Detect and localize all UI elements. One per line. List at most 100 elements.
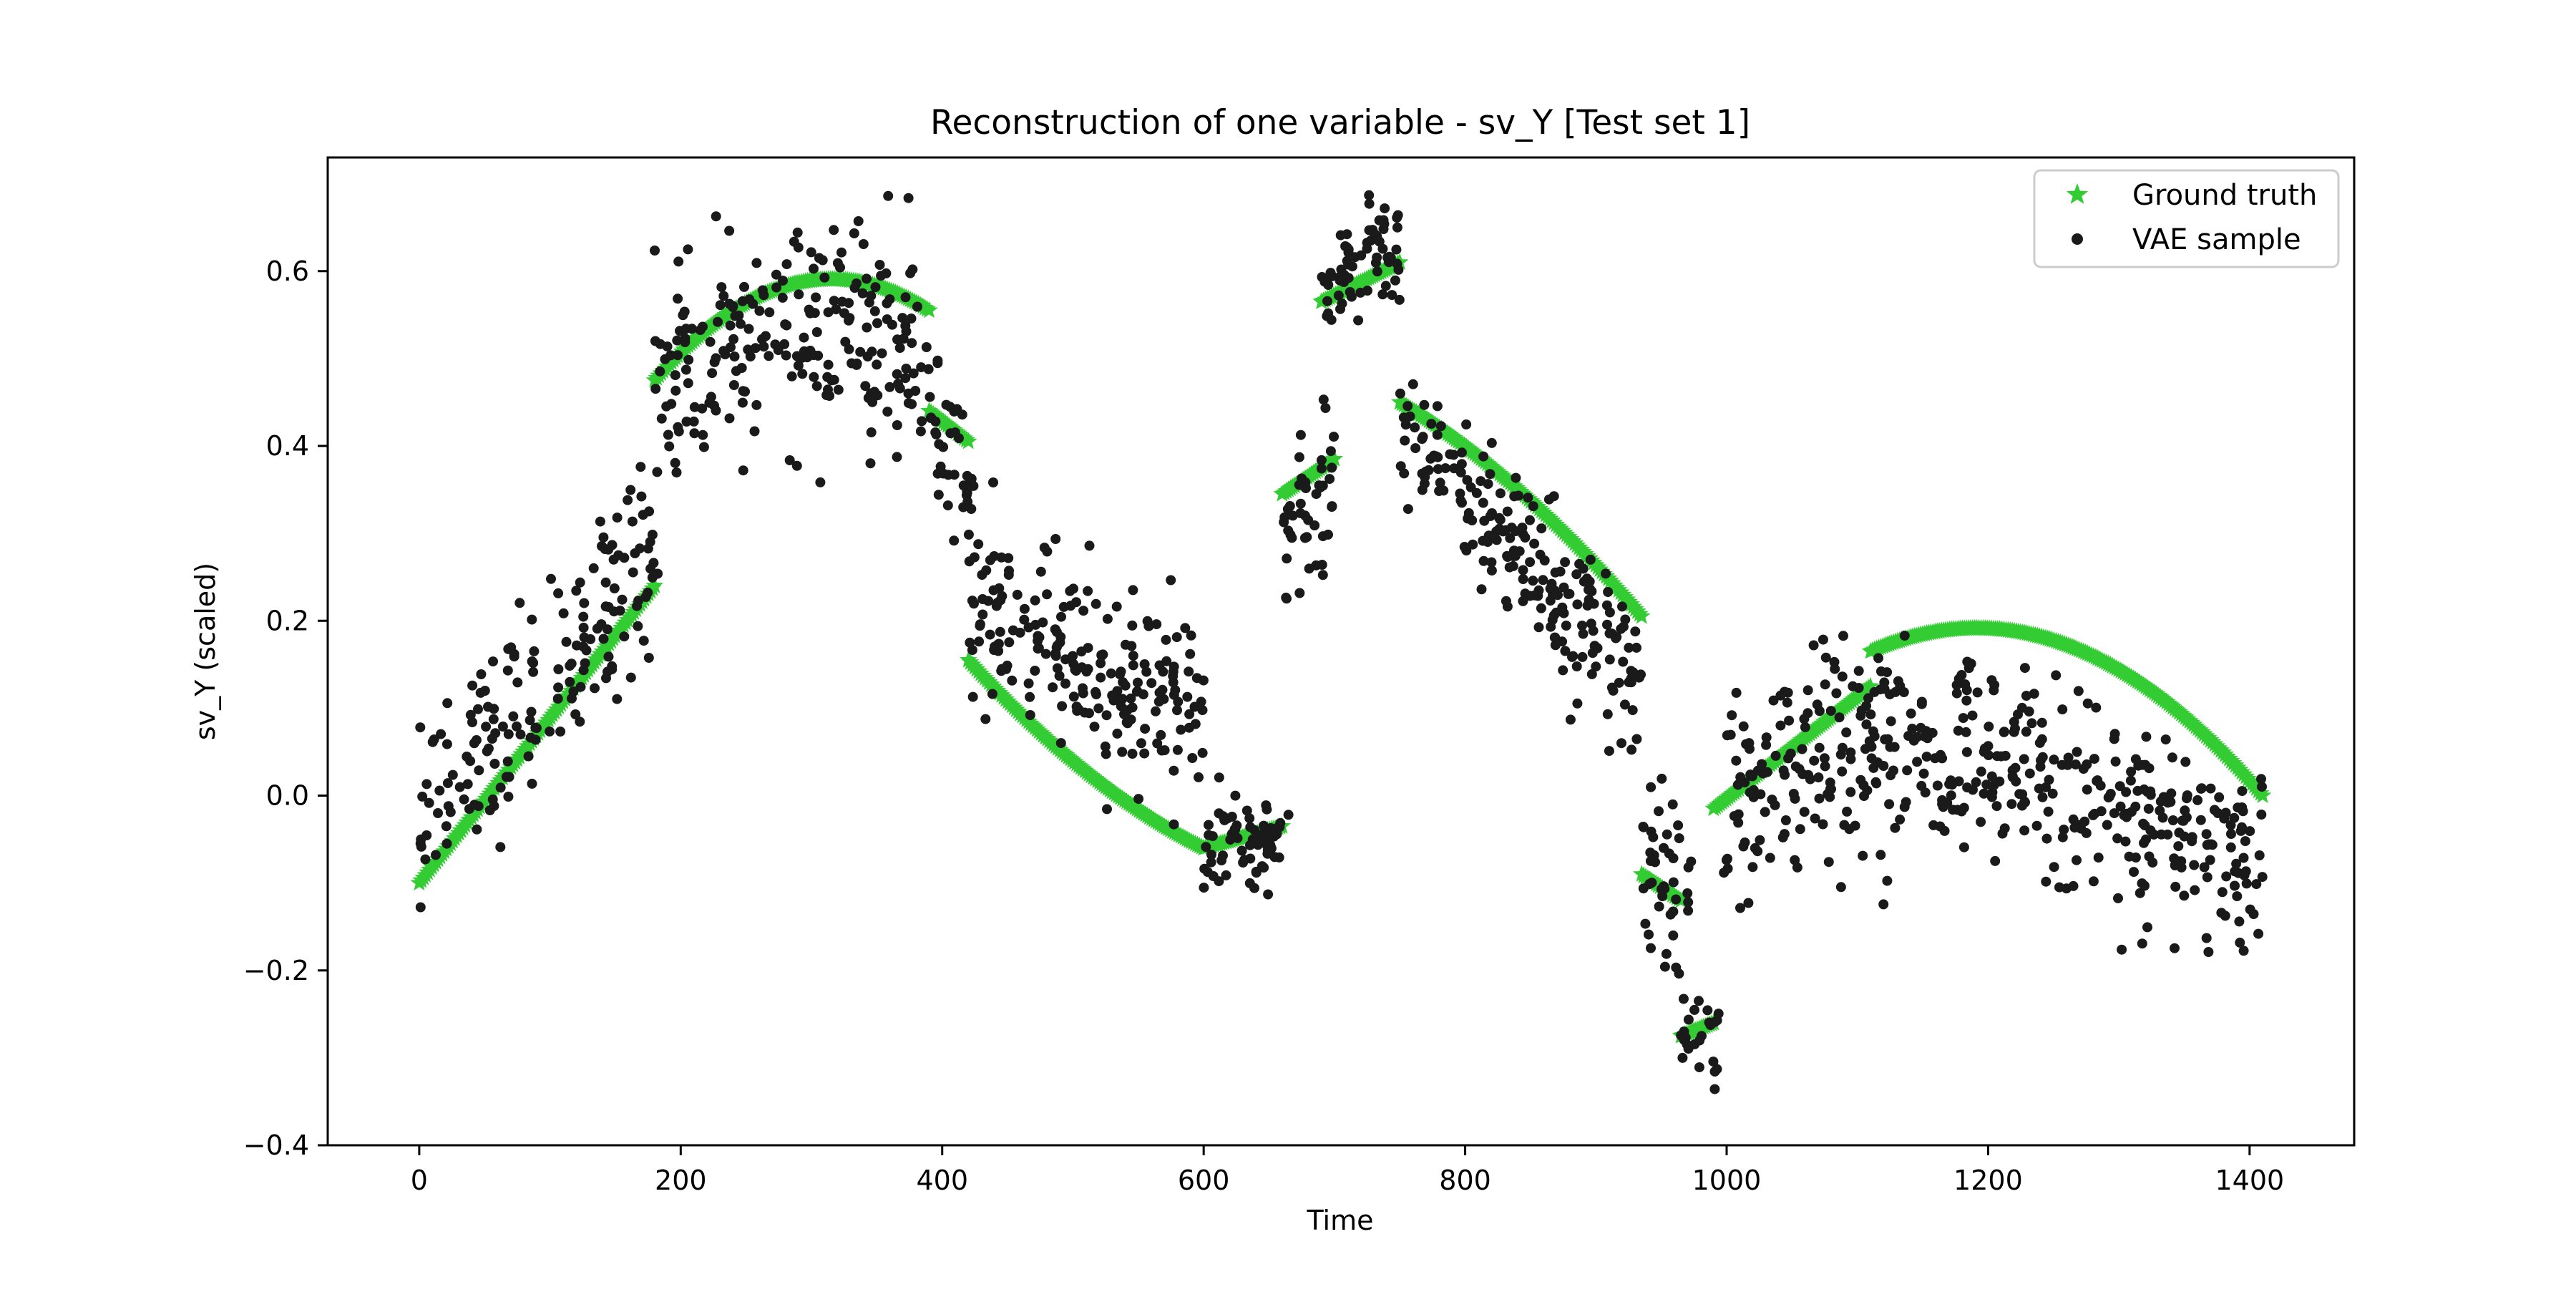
- vae-sample-point: [1748, 792, 1759, 802]
- vae-sample-point: [1961, 747, 1972, 757]
- vae-sample-point: [2237, 822, 2247, 832]
- vae-sample-point: [1589, 598, 1599, 609]
- vae-sample-point: [1989, 685, 1999, 696]
- vae-sample-point: [1295, 498, 1306, 509]
- vae-sample-point: [1885, 716, 1896, 727]
- vae-sample-point: [1197, 705, 1208, 716]
- vae-sample-point: [1731, 755, 1742, 766]
- vae-sample-point: [707, 368, 718, 379]
- vae-sample-point: [2089, 808, 2100, 819]
- vae-sample-point: [1161, 656, 1172, 666]
- vae-sample-point: [1558, 582, 1569, 593]
- vae-sample-point: [1317, 560, 1327, 570]
- vae-sample-point: [1588, 626, 1599, 636]
- vae-sample-point: [2209, 805, 2220, 815]
- vae-sample-point: [724, 413, 735, 424]
- vae-sample-point: [2041, 876, 2051, 887]
- vae-sample-point: [835, 262, 845, 273]
- vae-sample-point: [675, 326, 685, 336]
- x-tick-label: 400: [916, 1165, 968, 1196]
- y-tick-label: 0.2: [266, 605, 309, 636]
- vae-sample-point: [1956, 806, 1967, 817]
- vae-sample-point: [1709, 1067, 1720, 1077]
- vae-sample-point: [1628, 667, 1639, 678]
- vae-sample-point: [525, 715, 535, 726]
- vae-sample-point: [811, 292, 821, 303]
- vae-sample-point: [1337, 298, 1347, 309]
- vae-sample-point: [1232, 832, 1243, 843]
- vae-sample-point: [475, 687, 486, 698]
- vae-sample-point: [1034, 632, 1045, 643]
- vae-sample-point: [739, 281, 749, 292]
- vae-sample-point: [2115, 801, 2126, 812]
- y-tick-label: 0.6: [266, 256, 309, 287]
- vae-sample-point: [754, 306, 765, 316]
- vae-sample-point: [1486, 437, 1497, 448]
- vae-sample-point: [1048, 682, 1058, 693]
- vae-sample-point: [736, 319, 746, 329]
- vae-sample-point: [558, 608, 569, 618]
- vae-sample-point: [1820, 761, 1830, 772]
- vae-sample-point: [2126, 807, 2137, 817]
- vae-sample-point: [751, 258, 762, 268]
- vae-sample-point: [862, 273, 872, 284]
- vae-sample-point: [1799, 807, 1810, 817]
- vae-sample-point: [1449, 463, 1460, 474]
- vae-sample-point: [1323, 529, 1333, 540]
- vae-sample-point: [1102, 804, 1112, 815]
- vae-sample-point: [1654, 806, 1664, 817]
- vae-sample-point: [1800, 722, 1810, 732]
- vae-sample-point: [855, 346, 866, 357]
- vae-sample-point: [2024, 768, 2035, 779]
- vae-sample-point: [967, 691, 978, 702]
- vae-sample-point: [2088, 876, 2099, 887]
- vae-sample-point: [872, 359, 882, 370]
- vae-sample-point: [2196, 783, 2206, 794]
- ground-truth-point: [2253, 786, 2272, 803]
- vae-sample-point: [1345, 287, 1355, 297]
- vae-sample-point: [670, 457, 680, 468]
- vae-sample-point: [623, 495, 633, 505]
- vae-sample-point: [1825, 706, 1836, 717]
- vae-sample-point: [1154, 687, 1165, 698]
- vae-sample-point: [1845, 747, 1856, 758]
- vae-sample-point: [1810, 813, 1820, 824]
- vae-sample-point: [1353, 315, 1364, 326]
- vae-sample-point: [2144, 763, 2155, 774]
- vae-sample-point: [1410, 422, 1420, 433]
- vae-sample-point: [831, 304, 841, 315]
- vae-sample-point: [1523, 492, 1533, 503]
- ground-truth-point: [959, 432, 977, 450]
- vae-sample-point: [1322, 311, 1332, 321]
- vae-sample-point: [849, 228, 859, 238]
- vae-sample-point: [1091, 598, 1101, 609]
- vae-sample-point: [698, 442, 709, 452]
- vae-sample-point: [1003, 570, 1014, 580]
- vae-sample-point: [1727, 710, 1737, 721]
- vae-sample-point: [864, 297, 874, 308]
- vae-sample-point: [985, 555, 995, 565]
- vae-sample-point: [1133, 677, 1143, 688]
- vae-sample-point: [1735, 903, 1745, 913]
- vae-sample-point: [1875, 850, 1886, 860]
- vae-sample-point: [706, 392, 716, 402]
- vae-sample-point: [625, 672, 636, 683]
- vae-sample-point: [1784, 715, 1795, 726]
- vae-sample-point: [602, 624, 613, 635]
- vae-sample-point: [1585, 554, 1596, 565]
- vae-sample-point: [1169, 819, 1179, 830]
- vae-sample-point: [1156, 729, 1166, 740]
- vae-sample-point: [509, 651, 519, 662]
- vae-sample-point: [1241, 805, 1252, 816]
- vae-sample-point: [1765, 853, 1775, 863]
- vae-sample-point: [1263, 889, 1274, 900]
- vae-sample-point: [823, 359, 834, 370]
- vae-sample-point: [592, 623, 602, 634]
- vae-sample-point: [503, 792, 514, 802]
- vae-sample-point: [670, 370, 680, 381]
- vae-sample-point: [930, 416, 941, 427]
- vae-sample-point: [1918, 768, 1929, 779]
- vae-sample-point: [876, 271, 887, 281]
- y-tick-label: −0.4: [243, 1130, 309, 1161]
- vae-sample-point: [1733, 817, 1744, 828]
